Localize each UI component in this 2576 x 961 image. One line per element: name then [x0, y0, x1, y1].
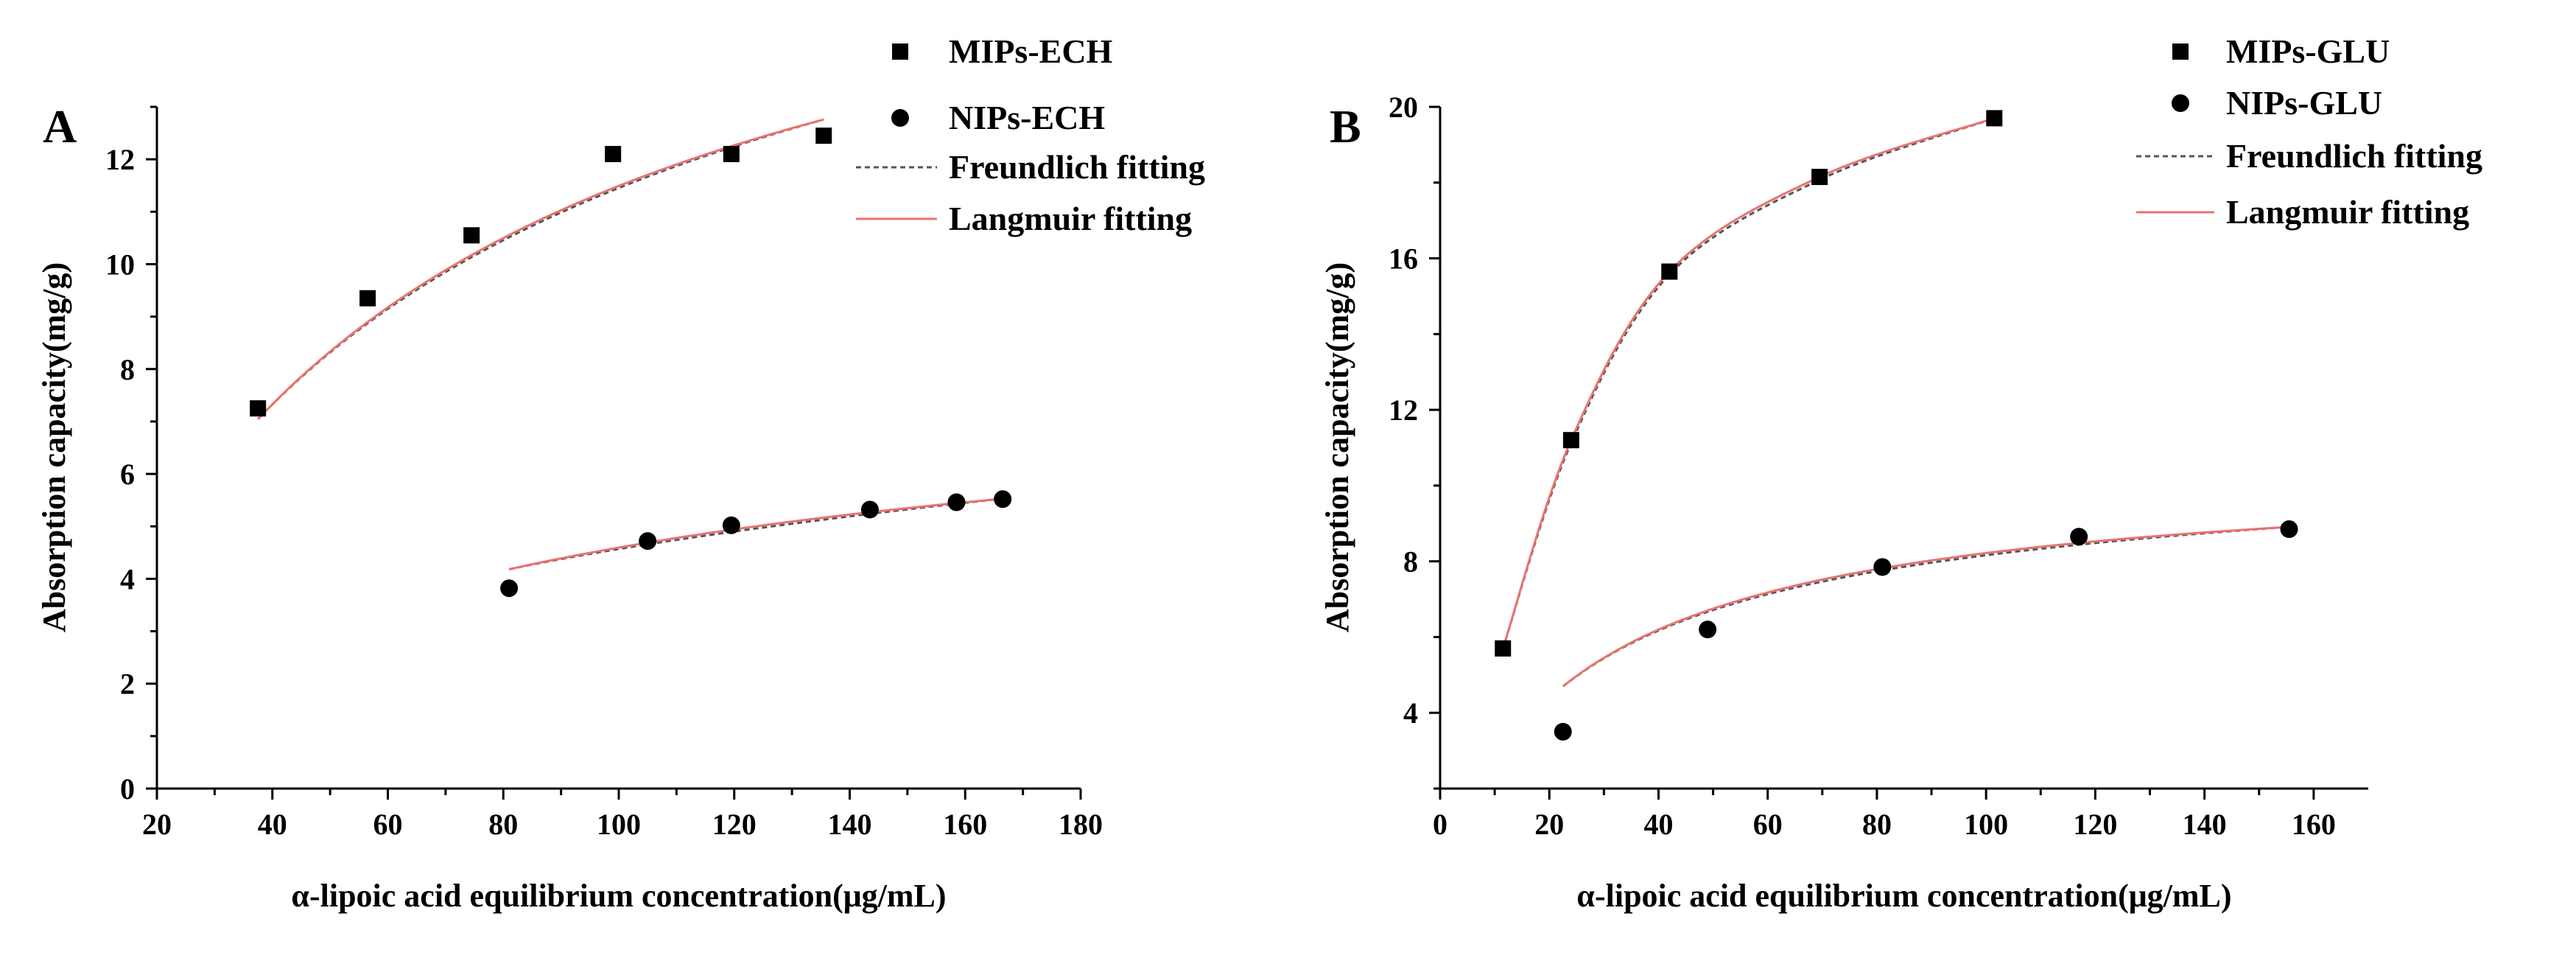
y-tick-label: 6 — [120, 458, 135, 491]
x-tick-label: 140 — [2183, 808, 2227, 841]
y-tick-label: 8 — [1403, 545, 1418, 579]
x-tick-label: 180 — [1059, 808, 1103, 841]
legend-square-symbol — [2172, 43, 2189, 60]
data-point-circle — [722, 516, 740, 534]
langmuir-fit-line — [508, 497, 1003, 570]
langmuir-fit-line — [257, 118, 824, 420]
x-tick-label: 120 — [712, 808, 757, 841]
legend: MIPs-GLU NIPs-GLU Freundlich fitting Langmu… — [2136, 32, 2482, 231]
y-tick-label: 4 — [1403, 696, 1418, 730]
data-point-circle — [1554, 722, 1572, 741]
legend-label: Langmuir fitting — [949, 200, 1192, 237]
data-point-square — [1986, 110, 2003, 127]
data-point-square — [1562, 432, 1579, 449]
x-tick-label: 140 — [828, 808, 872, 841]
x-axis-label: α-lipoic acid equilibrium concentration(… — [1576, 878, 2231, 914]
x-tick-label: 120 — [2073, 808, 2117, 841]
x-tick-label: 0 — [1433, 808, 1447, 841]
y-tick-label: 12 — [1389, 394, 1418, 427]
y-axis-label: Absorption capacity(mg/g) — [1319, 262, 1355, 632]
data-point-circle — [860, 500, 879, 519]
x-tick-label: 80 — [1862, 808, 1892, 841]
data-point-square — [250, 400, 267, 417]
legend-circle-symbol — [891, 109, 909, 127]
freundlich-fit-line — [1562, 525, 2289, 688]
legend-label: NIPs-ECH — [949, 99, 1105, 136]
y-tick-label: 4 — [120, 562, 135, 595]
freundlich-fit-line — [257, 118, 824, 420]
freundlich-fit-line — [508, 497, 1003, 570]
x-tick-label: 100 — [1964, 808, 2008, 841]
panel-label: B — [1330, 100, 1361, 153]
legend-label: Freundlich fitting — [2226, 137, 2482, 175]
y-axis-label: Absorption capacity(mg/g) — [36, 262, 72, 632]
y-tick-label: 10 — [105, 248, 135, 281]
x-tick-label: 100 — [597, 808, 641, 841]
x-tick-label: 60 — [373, 808, 403, 841]
legend-label: MIPs-ECH — [949, 32, 1113, 70]
freundlich-fit-line — [1501, 117, 1995, 649]
panel-label: A — [43, 100, 77, 153]
x-tick-label: 80 — [488, 808, 518, 841]
data-point-circle — [500, 579, 519, 598]
data-point-circle — [947, 493, 966, 511]
legend-label: Langmuir fitting — [2226, 193, 2469, 231]
x-tick-label: 20 — [142, 808, 172, 841]
legend-label: Freundlich fitting — [949, 148, 1205, 186]
data-point-circle — [994, 490, 1012, 509]
panel-a-chart: 20 40 60 80 100 120 140 160 180 0 2 4 6 8 10 12 α-lipoic… — [36, 32, 1205, 914]
legend-label: NIPs-GLU — [2226, 84, 2382, 122]
x-tick-label: 20 — [1534, 808, 1564, 841]
data-point-square — [1495, 640, 1512, 657]
legend-circle-symbol — [2172, 94, 2189, 112]
data-point-square — [359, 290, 376, 307]
langmuir-fit-line — [1501, 116, 1995, 649]
data-point-circle — [1873, 558, 1892, 576]
y-tick-label: 8 — [120, 353, 135, 386]
x-tick-label: 60 — [1753, 808, 1783, 841]
data-point-square — [723, 146, 740, 163]
legend-square-symbol — [892, 43, 908, 60]
langmuir-fit-line — [1562, 525, 2289, 688]
data-point-square — [1811, 169, 1828, 186]
data-point-square — [605, 146, 622, 163]
y-tick-label: 12 — [105, 143, 135, 176]
data-point-circle — [2070, 528, 2088, 546]
y-tick-label: 20 — [1389, 91, 1418, 124]
data-point-circle — [2280, 520, 2298, 538]
data-point-square — [463, 227, 480, 244]
x-tick-label: 40 — [258, 808, 287, 841]
x-tick-label: 160 — [943, 808, 987, 841]
y-tick-label: 16 — [1389, 242, 1418, 276]
data-point-circle — [639, 532, 657, 551]
data-point-square — [1661, 263, 1678, 280]
x-tick-label: 40 — [1643, 808, 1673, 841]
panel-b-chart: 0 20 40 60 80 100 120 140 160 4 8 12 16 20 α-lipoic ac… — [1319, 32, 2482, 914]
y-tick-label: 2 — [120, 668, 135, 701]
legend-label: MIPs-GLU — [2226, 32, 2390, 70]
y-tick-label: 0 — [120, 772, 135, 806]
x-axis-label: α-lipoic acid equilibrium concentration(… — [291, 878, 946, 914]
data-point-square — [815, 127, 832, 144]
x-tick-label: 160 — [2292, 808, 2336, 841]
data-point-circle — [1699, 621, 1717, 639]
legend: MIPs-ECH NIPs-ECH Freundlich fitting Langmu… — [856, 32, 1205, 237]
